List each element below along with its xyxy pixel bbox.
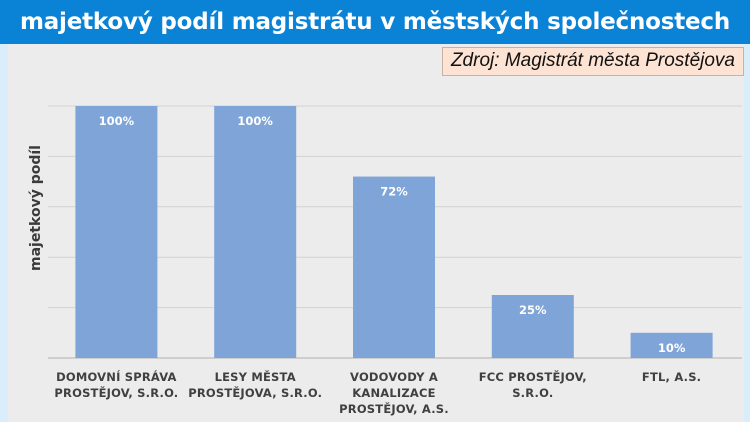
data-label: 25% [519, 303, 547, 317]
x-tick-label-line: DOMOVNÍ SPRÁVA [56, 370, 177, 384]
x-tick-label-line: PROSTĚJOV, A.S. [339, 402, 449, 416]
bar [491, 295, 574, 358]
x-tick-label: LESY MĚSTA PROSTĚJOVA, S.R.O. [185, 369, 325, 401]
data-label: 100% [99, 114, 135, 128]
data-label: 72% [380, 185, 408, 199]
source-note: Zdroj: Magistrát města Prostějova [441, 47, 744, 76]
x-tick-label: DOMOVNÍ SPRÁVA PROSTĚJOV, S.R.O. [46, 369, 186, 401]
x-tick-label-line: LESY MĚSTA [214, 370, 296, 384]
bar [214, 106, 297, 358]
x-tick-label: FTL, A.S. [602, 369, 742, 385]
x-tick-label: VODOVODY A KANALIZACE PROSTĚJOV, A.S. [324, 369, 464, 417]
bar [630, 332, 713, 358]
x-tick-label-line: S.R.O. [512, 386, 554, 400]
data-label: 10% [658, 341, 686, 355]
page-title: majetkový podíl magistrátu v městských s… [0, 0, 750, 44]
x-tick-label-line: PROSTĚJOVA, S.R.O. [188, 386, 323, 400]
x-tick-label-line: FTL, A.S. [641, 370, 702, 384]
x-tick-label-line: VODOVODY A [350, 370, 438, 384]
bar [353, 176, 435, 358]
x-tick-label-line: FCC PROSTĚJOV, [478, 370, 587, 384]
x-tick-label-line: KANALIZACE [352, 386, 436, 400]
x-tick-label-line: PROSTĚJOV, S.R.O. [54, 386, 179, 400]
data-label: 100% [237, 114, 273, 128]
bar [75, 106, 158, 358]
x-tick-label: FCC PROSTĚJOV, S.R.O. [463, 369, 603, 401]
